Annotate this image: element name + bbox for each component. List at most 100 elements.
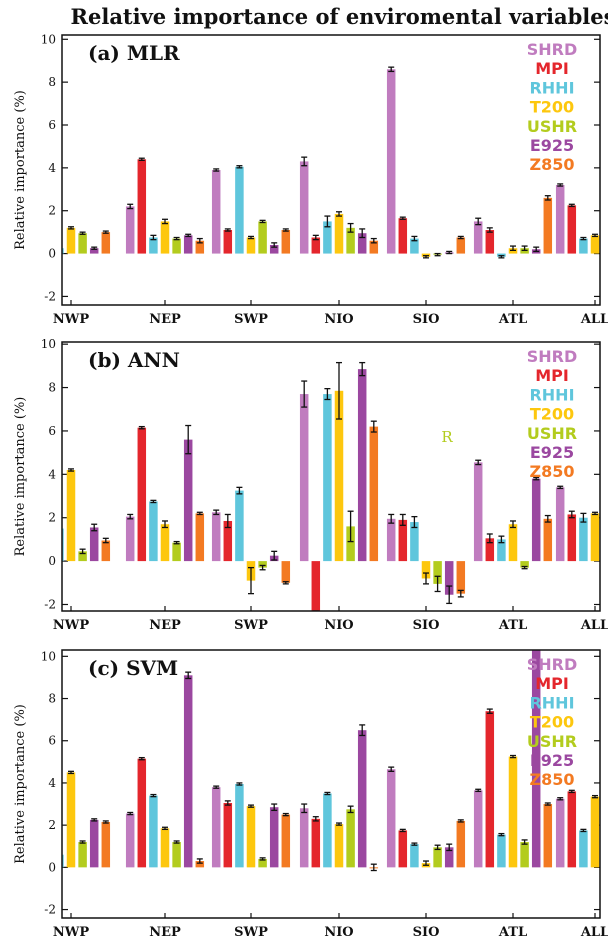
xtick-label-sio: SIO [413, 925, 440, 940]
legend-entry-mpi: MPI [535, 366, 569, 385]
bar-e925-nio [357, 233, 367, 254]
bar-z850-atl [543, 197, 553, 254]
bar-rhhi-nep [149, 501, 158, 562]
panel-label: (c) SVM [88, 656, 178, 680]
bar-e925-atl [531, 650, 541, 868]
xtick-label-nwp: NWP [53, 618, 89, 633]
ytick-label: 4 [48, 467, 56, 481]
bar-t200-nwp [66, 227, 76, 254]
bars [32, 361, 608, 611]
bar-t200-nep [160, 524, 170, 562]
bar-rhhi-nwp [62, 528, 64, 562]
ytick-label: 0 [48, 247, 56, 261]
xtick-label-nep: NEP [149, 618, 181, 633]
bar-rhhi-nep [149, 237, 158, 254]
bar-mpi-swp [223, 802, 233, 868]
bar-shrd-nwp [32, 477, 41, 562]
bar-rhhi-sio [410, 238, 419, 254]
panel-3: -2 0 2 4 6 8 10 Relative importance (%) NWP NEP SW… [13, 649, 608, 940]
bar-t200-nep [160, 221, 170, 254]
bar-shrd-swp [211, 170, 221, 254]
bar-rhhi-sio [410, 522, 419, 562]
legend-entry-t200: T200 [530, 713, 574, 732]
y-axis-label: Relative importance (%) [13, 397, 28, 557]
y-axis-label: Relative importance (%) [13, 704, 28, 864]
legend-entry-z850: Z850 [530, 462, 575, 481]
ytick-label: 4 [48, 776, 56, 790]
bar-mpi-nep [137, 758, 147, 868]
bar-mpi-sio [398, 519, 408, 562]
bar-e925-nio [357, 369, 367, 562]
bar-ushr-all [602, 559, 608, 561]
legend-entry-rhhi: RHHI [529, 693, 574, 712]
bar-ushr-swp [258, 858, 267, 868]
bar-rhhi-swp [235, 166, 244, 254]
bar-rhhi-swp [235, 784, 244, 868]
bar-ushr-all [602, 239, 608, 254]
bar-shrd-atl [473, 790, 483, 868]
bar-rhhi-all [579, 830, 588, 868]
bar-e925-sio [444, 561, 454, 595]
xtick-label-atl: ATL [498, 925, 527, 940]
bar-t200-swp [246, 806, 256, 868]
bar-t200-swp [246, 237, 256, 254]
bar-ushr-atl [520, 561, 529, 568]
panel-label: (b) ANN [88, 348, 180, 372]
figure-title: Relative importance of enviromental vari… [71, 4, 608, 29]
bar-mpi-nep [137, 159, 147, 254]
bar-shrd-swp [211, 512, 221, 562]
ytick-label: -2 [44, 289, 56, 303]
bar-rhhi-swp [235, 490, 244, 562]
legend-entry-t200: T200 [530, 98, 574, 117]
bar-z850-atl [543, 518, 553, 562]
ytick-label: 0 [48, 860, 56, 874]
bar-t200-all [590, 513, 600, 562]
bar-ushr-swp [258, 221, 267, 254]
bar-ushr-sio [433, 847, 442, 868]
xtick-label-swp: SWP [234, 312, 268, 327]
bar-ushr-nio [346, 526, 355, 562]
bar-shrd-atl [473, 462, 483, 562]
legend-entry-rhhi: RHHI [529, 78, 574, 97]
bar-mpi-sio [398, 218, 408, 254]
ytick-label: 8 [48, 381, 56, 395]
bar-shrd-all [555, 798, 565, 868]
bar-mpi-all [567, 514, 577, 562]
bar-e925-nep [183, 675, 193, 868]
xtick-label-atl: ATL [498, 618, 527, 633]
bar-shrd-nep [125, 206, 135, 254]
ytick-label: 8 [48, 75, 56, 89]
bar-shrd-sio [386, 69, 396, 254]
bar-e925-nep [183, 235, 193, 254]
bar-rhhi-nwp [62, 854, 64, 868]
bar-rhhi-nio [323, 221, 332, 254]
bar-t200-nio [334, 390, 344, 562]
ytick-label: 6 [48, 424, 56, 438]
xtick-label-nwp: NWP [53, 312, 89, 327]
bar-z850-sio [456, 561, 466, 594]
xtick-label-nwp: NWP [53, 925, 89, 940]
bar-z850-nwp [101, 821, 111, 868]
bar-rhhi-nep [149, 795, 158, 868]
bar-e925-swp [269, 807, 279, 868]
ytick-label: 0 [48, 554, 56, 568]
bar-e925-swp [269, 245, 279, 254]
stray-annotation: R [441, 428, 453, 446]
bar-rhhi-nwp [62, 248, 64, 254]
xtick-label-nio: NIO [324, 312, 353, 327]
xtick-label-nep: NEP [149, 312, 181, 327]
xtick-label-nio: NIO [324, 925, 353, 940]
bar-ushr-atl [520, 842, 529, 868]
bar-shrd-all [555, 487, 565, 562]
legend-entry-e925: E925 [530, 443, 574, 462]
bar-z850-atl [543, 804, 553, 868]
bar-rhhi-all [579, 238, 588, 254]
legend-entry-shrd: SHRD [527, 655, 578, 674]
bar-ushr-all [602, 843, 608, 867]
bar-e925-nep [183, 439, 193, 562]
bar-e925-sio [444, 847, 454, 868]
bar-e925-nio [357, 730, 367, 868]
bar-rhhi-nio [323, 793, 332, 868]
bar-t200-all [590, 235, 600, 254]
